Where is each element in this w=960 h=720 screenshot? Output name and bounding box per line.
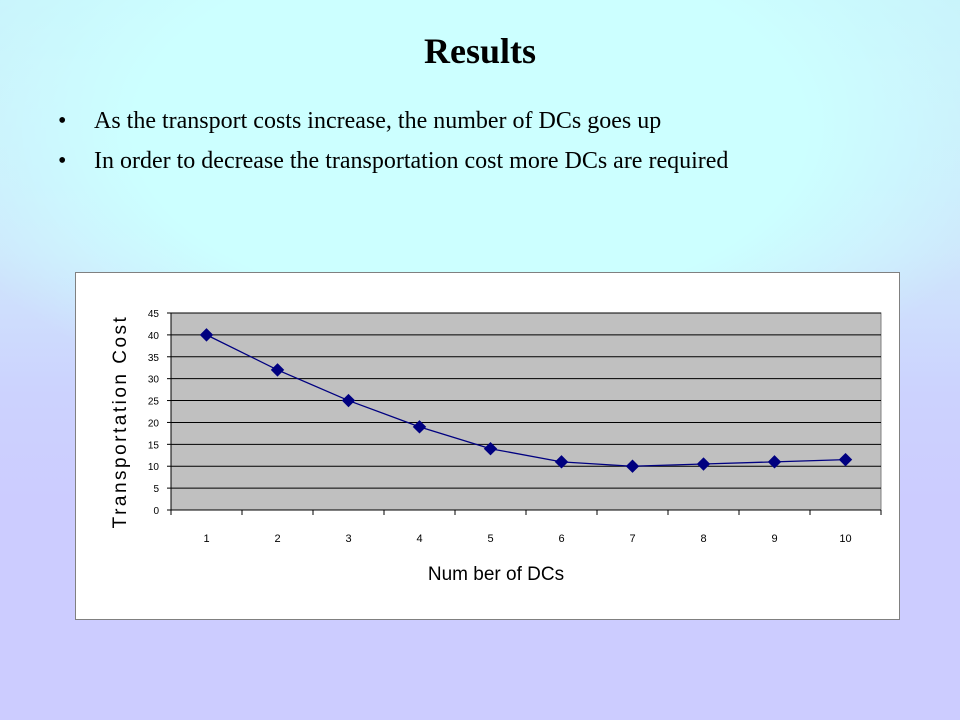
x-tick-label: 1 (203, 533, 209, 545)
plot-area (170, 312, 882, 511)
x-tick-label: 10 (839, 533, 851, 545)
series-line (206, 334, 846, 467)
y-tick-label: 15 (148, 440, 160, 451)
y-tick-label: 5 (153, 484, 159, 495)
data-point-marker (554, 455, 569, 469)
y-tick-label: 10 (148, 462, 160, 473)
x-tick-label: 2 (274, 533, 280, 545)
data-point-marker (767, 455, 782, 469)
bullet-glyph: • (58, 108, 67, 134)
x-tick-label: 5 (487, 533, 493, 545)
x-tick-label: 4 (416, 533, 422, 545)
slide-title: Results (423, 31, 536, 71)
data-point-marker (341, 393, 356, 408)
y-tick-label: 35 (148, 353, 160, 364)
data-point-marker (199, 328, 214, 342)
bullet-glyph: • (58, 148, 67, 174)
data-point-marker (696, 457, 711, 471)
x-axis-title: Num ber of DCs (428, 564, 564, 585)
bullet-list: • As the transport costs increase, the n… (58, 106, 878, 186)
data-point-marker (625, 459, 640, 473)
chart-container: 0 5 10 15 20 25 30 35 40 45 1 2 3 4 5 6 7 8 9 10 Num ber of … (75, 272, 900, 620)
x-tick-label: 6 (558, 533, 564, 545)
x-tick-label: 3 (345, 533, 351, 545)
bullet-item: • As the transport costs increase, the n… (58, 106, 878, 136)
bullet-item: • In order to decrease the transportatio… (58, 146, 878, 176)
y-tick-label: 25 (148, 397, 160, 408)
x-tick-label: 9 (771, 533, 777, 545)
y-tick-label: 0 (153, 506, 159, 517)
y-tick-label: 20 (148, 418, 160, 429)
data-point-marker (270, 363, 285, 377)
y-axis-title: Transportation Cost (110, 315, 131, 529)
y-tick-label: 45 (148, 309, 160, 320)
bullet-text: As the transport costs increase, the num… (94, 108, 662, 134)
data-point-marker (483, 442, 498, 456)
x-tick-label: 8 (700, 533, 706, 545)
bullet-text: In order to decrease the transportation … (94, 148, 729, 174)
y-tick-label: 30 (148, 375, 160, 386)
x-tick-label: 7 (629, 533, 635, 545)
y-tick-label: 40 (148, 331, 160, 342)
data-point-marker (412, 420, 427, 434)
data-point-marker (838, 452, 853, 467)
